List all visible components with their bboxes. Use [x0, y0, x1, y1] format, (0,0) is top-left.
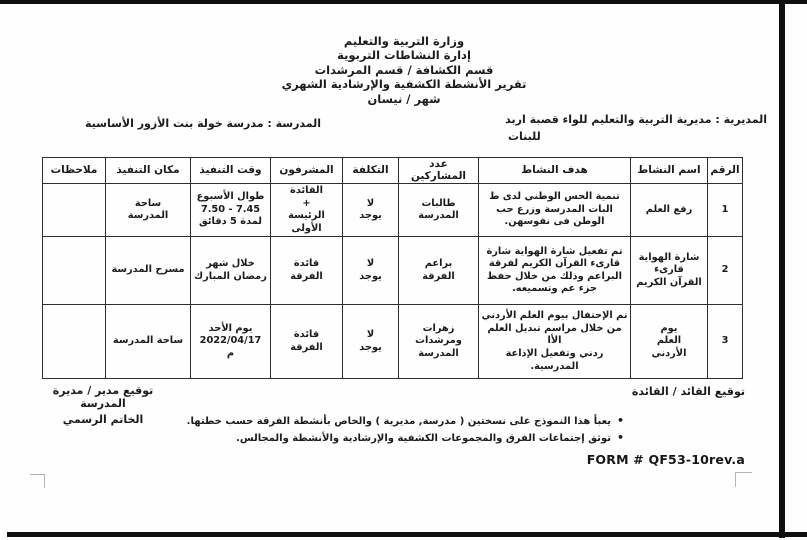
ministry-title: وزارة التربية والتعليم [343, 34, 465, 48]
col-header-participants: عدد المشاركين [398, 156, 479, 185]
instructions-list: • يعبأ هذا النموذج على نسختين ( مدرسة, مد… [187, 413, 624, 447]
principal-signature-label: توقيع مدير / مديرة المدرسة [52, 384, 154, 410]
activities-table: الرقم اسم النشاط هدف النشاط عدد المشاركي… [42, 156, 743, 380]
cell-notes [42, 304, 106, 380]
cell-time: طوال الأسبوع 7.45 - 7.50 لمدة 5 دقائق [190, 183, 271, 238]
report-title: تقرير الأنشطة الكشفية والإرشادية الشهري [281, 77, 527, 92]
bullet-icon: • [616, 430, 624, 444]
instruction-text: يعبأ هذا النموذج على نسختين ( مدرسة, مدي… [186, 416, 611, 427]
cell-place: مسرح المدرسة [105, 236, 191, 306]
cell-place: ساحة المدرسة [105, 304, 191, 380]
school-name: المدرسة : مدرسة خولة بنت الأزور الأساسية [85, 117, 322, 130]
col-header-place: مكان التنفيذ [105, 156, 191, 185]
table-row: 2 شارة الهواية قارىء القرآن الكريم تم تف… [42, 236, 743, 306]
cell-notes [42, 183, 106, 238]
list-item: • يعبأ هذا النموذج على نسختين ( مدرسة, مد… [187, 413, 624, 430]
col-header-activity-name: اسم النشاط [630, 156, 708, 185]
page-border-bottom [7, 532, 807, 537]
cell-supervisors: القائدة + الرئيسة الأولى [270, 183, 343, 238]
table-row: 1 رفع العلم تنمية الحس الوطني لدى ط البا… [42, 183, 743, 238]
corner-crop-mark-icon [30, 474, 45, 488]
page-border-top [0, 0, 807, 4]
col-header-time: وقت التنفيذ [190, 156, 271, 185]
col-header-cost: التكلفة [342, 156, 399, 185]
report-month: شهر / نيسان [367, 91, 441, 106]
cell-activity-goal: تم تفعيل شارة الهواية شارة قارىء القرآن … [478, 236, 631, 306]
leader-signature-label: توقيع القائد / القائدة [631, 385, 745, 398]
cell-activity-goal: تنمية الحس الوطني لدى ط البات المدرسة وز… [478, 183, 631, 238]
cell-participants: براعم الفرقة [398, 236, 479, 306]
department-line: إدارة النشاطات التربوية [337, 48, 471, 63]
directorate-name: المديرية : مديرية التربية والتعليم للواء… [505, 113, 767, 126]
bullet-icon: • [616, 414, 624, 427]
cell-participants: طالبات المدرسة [398, 183, 479, 238]
official-stamp-label: الخاتم الرسمي [62, 413, 144, 426]
cell-notes [42, 236, 106, 306]
table-row: 3 يوم العلم الأردني تم الإحتفال بيوم الع… [42, 304, 743, 380]
corner-crop-mark-icon [735, 472, 752, 487]
cell-activity-goal: تم الإحتفال بيوم العلم الأردني من خلال م… [478, 304, 631, 380]
document-header: وزارة التربية والتعليم إدارة النشاطات ال… [144, 34, 664, 106]
instruction-text: توثق إجتماعات الفرق والمجموعات الكشفية و… [236, 432, 611, 444]
cell-number: 2 [707, 236, 743, 306]
section-line: قسم الكشافة / قسم المرشدات [314, 62, 494, 77]
cell-time: يوم الأحد 2022/04/17 م [190, 304, 271, 380]
directorate-name-continued: للبنات [508, 130, 541, 143]
page-border-right [779, 0, 785, 538]
form-number: FORM # QF53-10rev.a [586, 452, 745, 467]
cell-supervisors: قائدة الفرقة [270, 236, 343, 306]
cell-cost: لا يوجد [342, 236, 399, 306]
cell-time: خلال شهر رمضان المبارك [190, 236, 271, 306]
cell-cost: لا يوجد [342, 183, 399, 238]
col-header-notes: ملاحظات [42, 156, 106, 185]
cell-place: ساحة المدرسة [105, 183, 191, 238]
cell-activity-name: رفع العلم [630, 183, 708, 238]
list-item: • توثق إجتماعات الفرق والمجموعات الكشفية … [194, 430, 624, 447]
principal-signature-block: توقيع مدير / مديرة المدرسة الخاتم الرسمي [37, 384, 169, 426]
cell-cost: لا يوجد [342, 304, 399, 380]
col-header-number: الرقم [707, 156, 743, 185]
cell-number: 1 [707, 183, 743, 238]
cell-activity-name: شارة الهواية قارىء القرآن الكريم [630, 236, 708, 306]
cell-participants: زهرات ومرشدات المدرسة [398, 304, 479, 380]
cell-activity-name: يوم العلم الأردني [630, 304, 708, 380]
col-header-supervisors: المشرفون [270, 156, 343, 185]
col-header-activity-goal: هدف النشاط [478, 156, 631, 185]
cell-number: 3 [707, 304, 743, 380]
cell-supervisors: قائدة الفرقة [270, 304, 343, 380]
table-header-row: الرقم اسم النشاط هدف النشاط عدد المشاركي… [42, 156, 743, 185]
